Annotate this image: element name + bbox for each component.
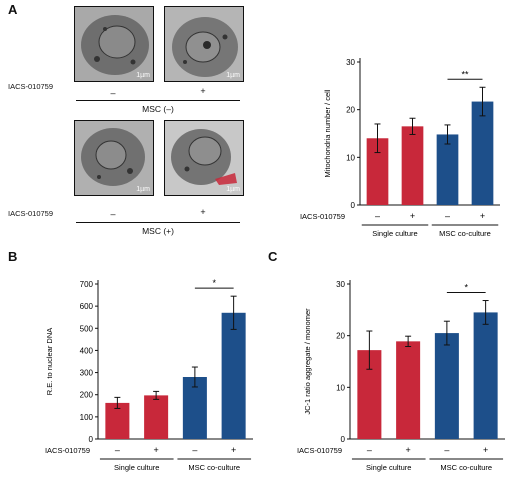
treatment-label: + (231, 445, 236, 455)
group-label: Single culture (366, 463, 411, 472)
treatment-label: – (192, 445, 197, 455)
y-tick-label: 400 (80, 346, 94, 355)
y-tick-label: 200 (80, 391, 94, 400)
treatment-label: – (444, 445, 449, 455)
em-image-msc-pos-treated: 1µm (164, 120, 244, 196)
treatment-label: – (445, 211, 450, 221)
group-label: MSC co-culture (188, 463, 240, 472)
group-label: Single culture (372, 229, 417, 238)
group-label-msc-pos: MSC (+) (142, 226, 174, 236)
bar (144, 395, 169, 439)
y-tick-label: 0 (89, 435, 94, 444)
panel-label-c: C (268, 249, 278, 264)
bar (471, 101, 494, 205)
treatment-label: – (367, 445, 372, 455)
cell-micrograph-icon (165, 121, 243, 195)
group-label: MSC co-culture (439, 229, 491, 238)
y-tick-label: 20 (346, 106, 355, 115)
panel-label-b: B (8, 249, 18, 264)
minus-label: – (110, 88, 116, 98)
minus-label: – (110, 209, 116, 219)
y-tick-label: 600 (80, 302, 94, 311)
treatment-label: + (405, 445, 410, 455)
cell-micrograph-icon (75, 121, 153, 195)
treatment-label: + (483, 445, 488, 455)
y-axis-label: JC-1 ratio aggregate / monomer (303, 308, 312, 415)
bar (366, 138, 389, 205)
y-tick-label: 20 (336, 332, 345, 341)
bar-chart-jc1-ratio: 0 10 20 30 JC-1 ratio aggregate / monomer – + –… (297, 280, 505, 472)
y-tick-label: 10 (346, 153, 355, 162)
y-tick-label: 700 (80, 280, 94, 289)
group-label: Single culture (114, 463, 159, 472)
y-tick-label: 500 (80, 324, 94, 333)
group-label-msc-neg: MSC (–) (142, 104, 174, 114)
significance-marker: * (212, 278, 216, 288)
treatment-label: – (375, 211, 380, 221)
drug-label-bottom: IACS-010759 (8, 209, 54, 218)
plus-label: + (200, 207, 206, 217)
bar (221, 312, 246, 439)
y-tick-label: 300 (80, 369, 94, 378)
row-label-drug: IACS-010759 (300, 212, 345, 221)
y-axis-label: R.E. to nuclear DNA (45, 328, 54, 396)
em-image-msc-neg-treated: 1µm (164, 6, 244, 82)
y-tick-label: 0 (341, 435, 346, 444)
y-tick-label: 10 (336, 383, 345, 392)
row-label-drug: IACS-010759 (45, 446, 90, 455)
bar-chart-relative-expression: 0 100 200 300 400 500 600 700 R.E. to nuclear DN… (45, 278, 253, 472)
scale-bar-label: 1µm (226, 72, 240, 79)
bar (396, 341, 421, 439)
panel-label-a: A (8, 2, 18, 17)
plus-label: + (200, 86, 206, 96)
drug-label-top: IACS-010759 (8, 82, 54, 91)
treatment-label: + (480, 211, 485, 221)
group-line-top (76, 100, 240, 101)
treatment-label: – (115, 445, 120, 455)
row-label-drug: IACS-010759 (297, 446, 342, 455)
y-tick-label: 30 (346, 58, 355, 67)
group-label: MSC co-culture (440, 463, 492, 472)
bar (473, 312, 498, 439)
group-line-bottom (76, 222, 240, 223)
cell-micrograph-icon (165, 7, 243, 81)
y-tick-label: 0 (351, 201, 356, 210)
em-image-msc-neg-untreated: 1µm (74, 6, 154, 82)
scale-bar-label: 1µm (136, 186, 150, 193)
scale-bar-label: 1µm (226, 186, 240, 193)
cell-micrograph-icon (75, 7, 153, 81)
bar (436, 134, 459, 205)
y-axis-label: Mitochondria number / cell (323, 89, 332, 177)
y-tick-label: 100 (80, 413, 94, 422)
bar (401, 126, 424, 205)
significance-marker: * (464, 283, 468, 293)
bar (434, 333, 459, 439)
significance-marker: ** (461, 69, 469, 79)
treatment-label: + (410, 211, 415, 221)
scale-bar-label: 1µm (136, 72, 150, 79)
em-image-msc-pos-untreated: 1µm (74, 120, 154, 196)
y-tick-label: 30 (336, 280, 345, 289)
treatment-label: + (153, 445, 158, 455)
bar-chart-mitochondria-number: 0 10 20 30 Mitochondria number / cell – + – + IAC… (300, 58, 500, 238)
